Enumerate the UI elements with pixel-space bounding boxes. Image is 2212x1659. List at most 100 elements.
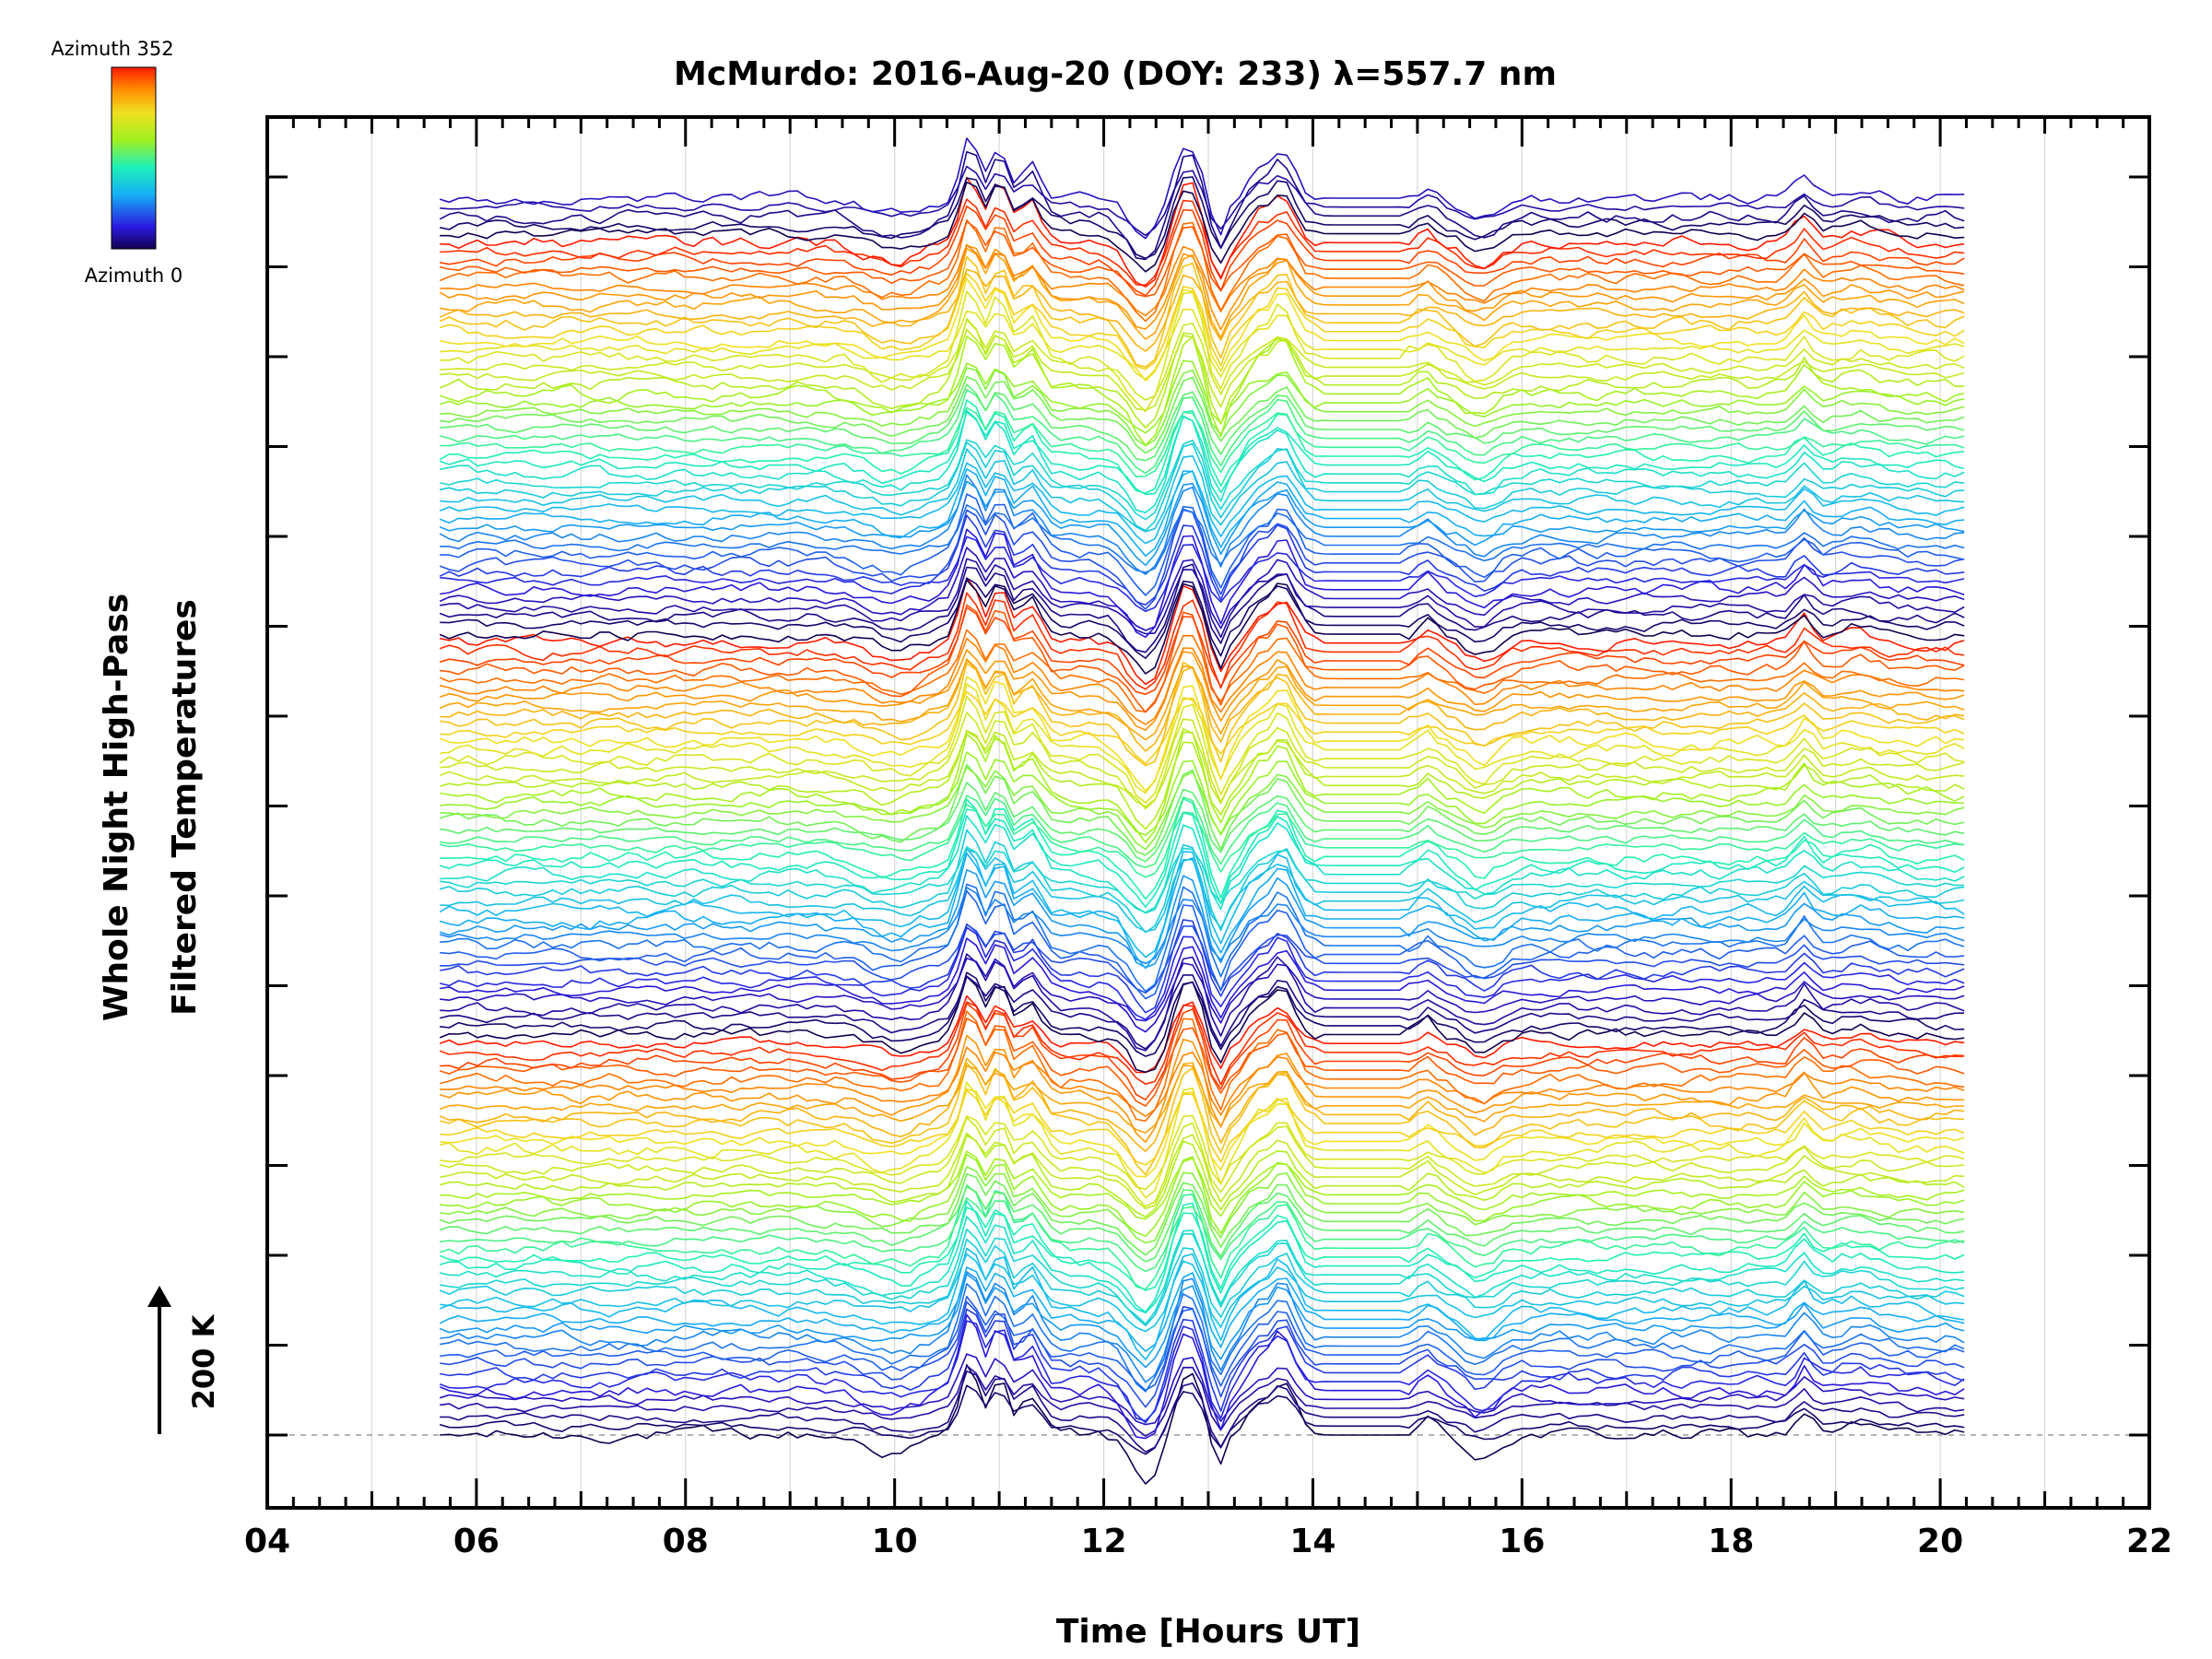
- series-line: [439, 975, 1965, 1074]
- series-line: [439, 1353, 1965, 1426]
- series-line: [440, 782, 1965, 863]
- series-line: [439, 1062, 1965, 1176]
- series-line: [439, 137, 1965, 240]
- series-line: [439, 272, 1965, 371]
- series-line: [440, 577, 1965, 659]
- scale-bar-arrowhead: [147, 1286, 171, 1307]
- y-axis-label-line1: Whole Night High-Pass: [98, 594, 135, 1021]
- chart-title: McMurdo: 2016-Aug-20 (DOY: 233) λ=557.7 …: [674, 55, 1557, 93]
- series-line: [439, 1001, 1965, 1086]
- series-line: [439, 829, 1965, 934]
- series-line: [439, 852, 1965, 970]
- series-line: [440, 1308, 1965, 1424]
- series-line: [440, 1114, 1965, 1191]
- series-line: [440, 1166, 1965, 1244]
- series-line: [440, 1216, 1965, 1314]
- series-line: [439, 468, 1965, 558]
- series-line: [440, 367, 1965, 447]
- series-line: [439, 411, 1965, 496]
- series-line: [440, 1253, 1965, 1333]
- series-line: [439, 480, 1965, 567]
- series-line: [440, 247, 1965, 340]
- x-tick-label: 12: [1081, 1523, 1127, 1560]
- series-line: [439, 763, 1965, 856]
- series-line: [439, 1320, 1965, 1422]
- series-line: [440, 243, 1965, 317]
- series-line: [439, 729, 1965, 830]
- series-line: [440, 182, 1965, 273]
- series-line: [440, 924, 1965, 994]
- series-line: [440, 1271, 1965, 1383]
- series-line: [440, 926, 1965, 1020]
- series-line: [440, 604, 1965, 713]
- colorbar: [111, 66, 157, 250]
- series-line: [440, 375, 1965, 454]
- series-line: [440, 889, 1965, 1000]
- series-line: [440, 849, 1965, 933]
- series-line: [440, 328, 1965, 411]
- series-line: [440, 690, 1965, 765]
- series-line: [440, 1089, 1965, 1166]
- series-line: [439, 868, 1965, 969]
- series-line: [440, 1088, 1965, 1178]
- series-line: [439, 359, 1965, 434]
- series-line: [439, 1273, 1965, 1369]
- series-line: [439, 547, 1965, 631]
- series-line: [439, 1238, 1965, 1327]
- series-line: [439, 150, 1965, 261]
- series-line: [439, 1313, 1965, 1440]
- series-line: [439, 994, 1965, 1074]
- series-line: [440, 1132, 1965, 1209]
- series-line: [439, 1172, 1965, 1256]
- series-line: [440, 383, 1965, 462]
- series-line: [440, 751, 1965, 836]
- x-tick-label: 14: [1289, 1523, 1335, 1560]
- series-line: [440, 797, 1965, 900]
- series-line: [440, 953, 1965, 1052]
- series-line: [440, 493, 1965, 596]
- series-line: [440, 206, 1965, 297]
- x-tick-label: 18: [1708, 1523, 1754, 1560]
- scale-bar: 200 K: [147, 1286, 221, 1434]
- series-line: [440, 1046, 1965, 1117]
- series-line: [440, 815, 1965, 913]
- series-line: [440, 504, 1965, 573]
- series-line: [439, 579, 1965, 675]
- scale-bar-label: 200 K: [186, 1313, 221, 1409]
- x-tick-label: 06: [453, 1523, 500, 1560]
- series-line: [439, 1384, 1965, 1455]
- series-line: [440, 974, 1965, 1050]
- series-line: [440, 1364, 1965, 1485]
- series-line: [440, 558, 1965, 639]
- series-line: [440, 1196, 1965, 1273]
- series-line: [440, 198, 1965, 287]
- series-line: [439, 592, 1965, 690]
- series-line: [440, 971, 1965, 1057]
- series-line: [440, 1296, 1965, 1392]
- x-axis-label: Time [Hours UT]: [1056, 1613, 1360, 1651]
- series-group: [439, 137, 1965, 1485]
- series-line: [440, 1002, 1965, 1100]
- series-line: [439, 1200, 1965, 1313]
- series-line: [439, 1185, 1965, 1263]
- series-line: [439, 1135, 1965, 1218]
- series-line: [439, 462, 1965, 545]
- series-line: [439, 727, 1965, 807]
- x-tick-label: 20: [1917, 1523, 1963, 1560]
- x-tick-label: 10: [872, 1523, 918, 1560]
- series-line: [440, 1283, 1965, 1393]
- x-tick-labels: 04 06 08 10 12 14 16 18 20 22: [244, 1523, 2172, 1560]
- colorbar-bottom-label: Azimuth 0: [85, 265, 183, 287]
- series-line: [439, 1034, 1965, 1143]
- series-line: [440, 409, 1965, 514]
- series-line: [439, 606, 1965, 696]
- series-line: [440, 176, 1965, 260]
- series-line: [440, 290, 1965, 413]
- series-line: [440, 731, 1965, 843]
- series-line: [440, 803, 1965, 878]
- series-line: [440, 846, 1965, 914]
- series-line: [440, 766, 1965, 851]
- series-line: [439, 887, 1965, 965]
- colorbar-top-label: Azimuth 352: [51, 38, 173, 60]
- series-line: [439, 695, 1965, 804]
